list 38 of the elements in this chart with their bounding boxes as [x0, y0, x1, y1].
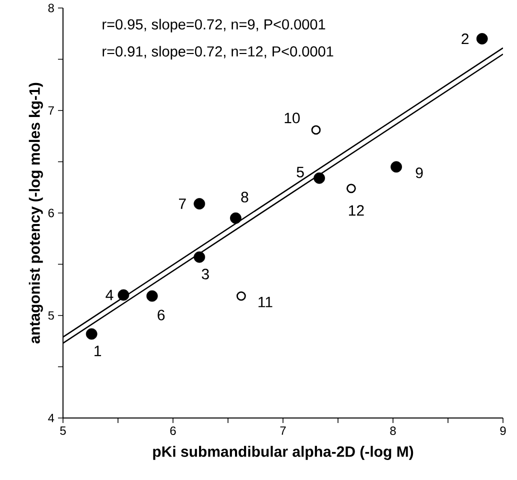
point — [86, 328, 98, 340]
annotation: 11 — [258, 296, 272, 308]
y-tick-label: 8 — [48, 4, 54, 12]
point — [118, 289, 130, 301]
annotation: 10 — [284, 112, 300, 124]
point — [476, 33, 488, 44]
annotation: 4 — [106, 290, 114, 300]
annotation: 1 — [94, 346, 102, 356]
point — [194, 251, 206, 263]
y-tick-label: 7 — [48, 106, 54, 115]
annotation: 9 — [416, 168, 423, 178]
annotation: 2 — [462, 34, 469, 44]
x-tick-label: 6 — [170, 426, 176, 436]
point — [236, 291, 246, 301]
x-axis-title: pKi submandibular alpha-2D (-log M) — [153, 446, 414, 460]
point — [346, 184, 356, 194]
x-tick-label: 5 — [60, 426, 66, 435]
annotation: r=0.91, slope=0.72, n=12, P<0.0001 — [102, 46, 334, 60]
annotation: 3 — [202, 268, 209, 280]
point — [146, 290, 158, 302]
y-tick-label: 4 — [48, 414, 54, 422]
annotation: 6 — [158, 310, 165, 320]
point — [390, 161, 402, 173]
x-tick-label: 9 — [500, 426, 506, 436]
x-tick-label: 7 — [280, 426, 286, 435]
point — [194, 198, 206, 210]
annotation: 7 — [179, 198, 186, 209]
annotation: 8 — [241, 192, 248, 202]
point — [314, 172, 325, 184]
annotation: r=0.95, slope=0.72, n=9, P<0.0001 — [102, 18, 326, 32]
y-tick-label: 5 — [48, 311, 54, 320]
annotation: 12 — [349, 205, 364, 216]
annotation: 5 — [296, 166, 304, 178]
y-tick-label: 6 — [48, 208, 54, 218]
x-tick-label: 8 — [390, 426, 396, 436]
point — [230, 212, 242, 224]
point — [311, 125, 321, 135]
y-axis-title: antagonist potency (-log moles kg-1) — [28, 82, 43, 344]
